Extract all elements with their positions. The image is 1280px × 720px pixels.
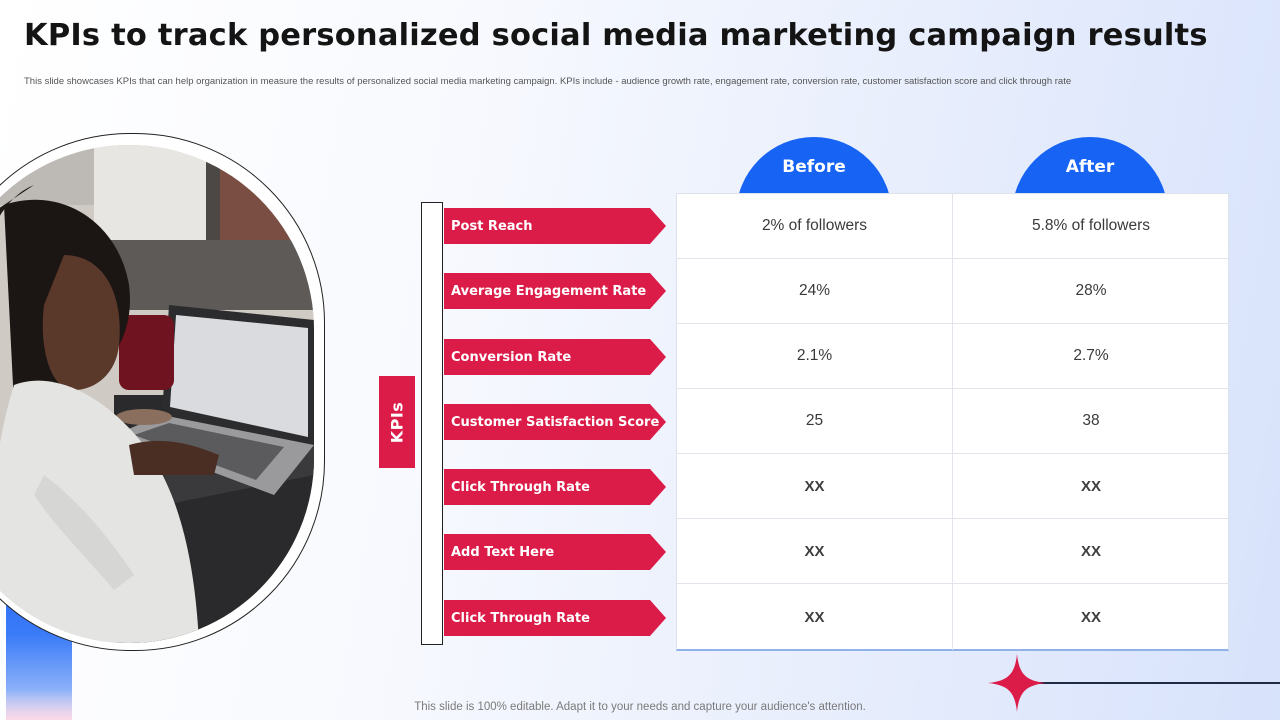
slide-title: KPIs to track personalized social media …: [24, 18, 1208, 53]
kpi-label-customer-satisfaction-score: Customer Satisfaction Score: [444, 404, 666, 440]
kpi-label-click-through-rate: Click Through Rate: [444, 469, 666, 505]
kpi-bracket: [421, 202, 443, 645]
kpi-label-post-reach: Post Reach: [444, 208, 666, 244]
cell-before-add-text: XX: [677, 519, 953, 584]
cell-before-satisfaction: 25: [677, 389, 953, 454]
accent-fade: [6, 690, 72, 720]
kpi-label-conversion-rate: Conversion Rate: [444, 339, 666, 375]
after-header: After: [1012, 137, 1168, 195]
cell-after-satisfaction: 38: [953, 389, 1229, 454]
kpi-label-average-engagement-rate: Average Engagement Rate: [444, 273, 666, 309]
cell-before-click-through-2: XX: [677, 584, 953, 650]
decorative-line: [1030, 682, 1280, 684]
cell-before-engagement: 24%: [677, 259, 953, 324]
cell-after-add-text: XX: [953, 519, 1229, 584]
cell-before-post-reach: 2% of followers: [677, 194, 953, 259]
kpis-vertical-tab: KPIs: [379, 376, 415, 468]
cell-before-click-through: XX: [677, 454, 953, 519]
kpis-tab-label: KPIs: [387, 401, 407, 443]
after-header-label: After: [1065, 157, 1115, 177]
before-header-label: Before: [782, 157, 846, 177]
kpi-label-add-text-here: Add Text Here: [444, 534, 666, 570]
slide-subtitle: This slide showcases KPIs that can help …: [24, 76, 1072, 87]
cell-after-click-through-2: XX: [1080, 608, 1101, 626]
cell-after-click-through: XX: [953, 454, 1229, 519]
slide-footer: This slide is 100% editable. Adapt it to…: [414, 701, 866, 713]
cell-after-conversion: 2.7%: [953, 324, 1229, 389]
cell-after-post-reach: 5.8% of followers: [953, 194, 1229, 259]
woman-laptop-photo: [0, 145, 314, 643]
before-header: Before: [736, 137, 892, 195]
cell-before-conversion: 2.1%: [677, 324, 953, 389]
cell-after-engagement: 28%: [953, 259, 1229, 324]
sparkle-star-icon: [988, 654, 1046, 712]
kpi-comparison-table: 2% of followers 5.8% of followers 24% 28…: [676, 193, 1229, 651]
kpi-label-click-through-rate-2: Click Through Rate: [444, 600, 666, 636]
